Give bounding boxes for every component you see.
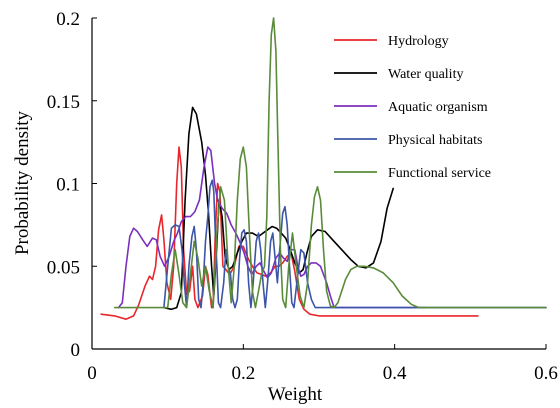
x-tick-label: 0 xyxy=(87,363,97,384)
legend: Hydrology Water quality Aquatic organism Ph… xyxy=(334,34,491,181)
y-tick-label: 0.05 xyxy=(47,257,80,278)
legend-label-2: Water quality xyxy=(388,67,463,82)
y-axis-title: Probability density xyxy=(12,110,33,255)
x-tick-label: 0.4 xyxy=(383,363,407,384)
y-tick-label: 0.1 xyxy=(56,175,80,196)
x-tick-label: 0.2 xyxy=(231,363,255,384)
series-layer xyxy=(100,17,547,320)
x-axis-title: Weight xyxy=(268,384,323,405)
y-tick-label: 0 xyxy=(71,340,81,361)
legend-label-3: Aquatic organism xyxy=(388,100,488,115)
legend-label-4: Physical habitats xyxy=(388,133,483,148)
series-line-5 xyxy=(113,17,547,309)
x-tick-label: 0.6 xyxy=(534,363,558,384)
legend-label-1: Hydrology xyxy=(388,34,449,49)
series-line-4 xyxy=(163,179,547,309)
legend-label-5: Functional service xyxy=(388,166,491,181)
ticks-layer: 0 0.2 0.4 0.6 0 0.05 0.1 0.15 0.2 xyxy=(47,9,558,384)
y-tick-label: 0.2 xyxy=(56,9,80,30)
axes-layer xyxy=(91,18,546,350)
y-tick-label: 0.15 xyxy=(47,92,80,113)
